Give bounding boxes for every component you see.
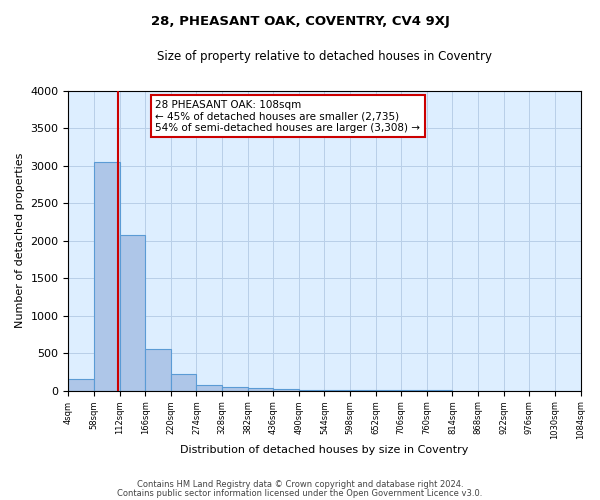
Text: Contains HM Land Registry data © Crown copyright and database right 2024.: Contains HM Land Registry data © Crown c…	[137, 480, 463, 489]
Bar	[145, 350, 171, 391]
Bar	[273, 389, 299, 390]
Bar	[68, 380, 94, 390]
Bar	[248, 388, 273, 390]
Bar	[171, 374, 196, 390]
Bar	[196, 385, 222, 390]
Bar	[119, 236, 145, 390]
X-axis label: Distribution of detached houses by size in Coventry: Distribution of detached houses by size …	[180, 445, 469, 455]
Text: Contains public sector information licensed under the Open Government Licence v3: Contains public sector information licen…	[118, 488, 482, 498]
Bar	[94, 162, 119, 390]
Text: 28 PHEASANT OAK: 108sqm
← 45% of detached houses are smaller (2,735)
54% of semi: 28 PHEASANT OAK: 108sqm ← 45% of detache…	[155, 100, 421, 133]
Text: 28, PHEASANT OAK, COVENTRY, CV4 9XJ: 28, PHEASANT OAK, COVENTRY, CV4 9XJ	[151, 15, 449, 28]
Bar	[222, 386, 248, 390]
Y-axis label: Number of detached properties: Number of detached properties	[15, 153, 25, 328]
Title: Size of property relative to detached houses in Coventry: Size of property relative to detached ho…	[157, 50, 492, 63]
